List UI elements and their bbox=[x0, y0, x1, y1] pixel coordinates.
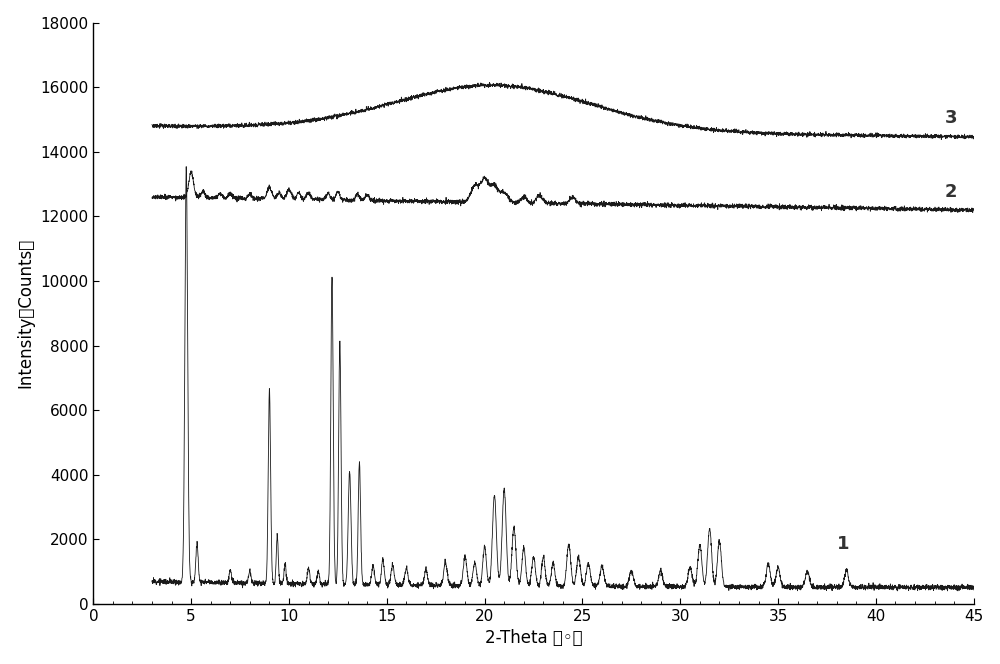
X-axis label: 2-Theta （◦）: 2-Theta （◦） bbox=[485, 629, 582, 647]
Text: 1: 1 bbox=[837, 535, 849, 553]
Text: 3: 3 bbox=[944, 109, 957, 127]
Text: 2: 2 bbox=[944, 183, 957, 201]
Y-axis label: Intensity（Counts）: Intensity（Counts） bbox=[17, 238, 35, 388]
